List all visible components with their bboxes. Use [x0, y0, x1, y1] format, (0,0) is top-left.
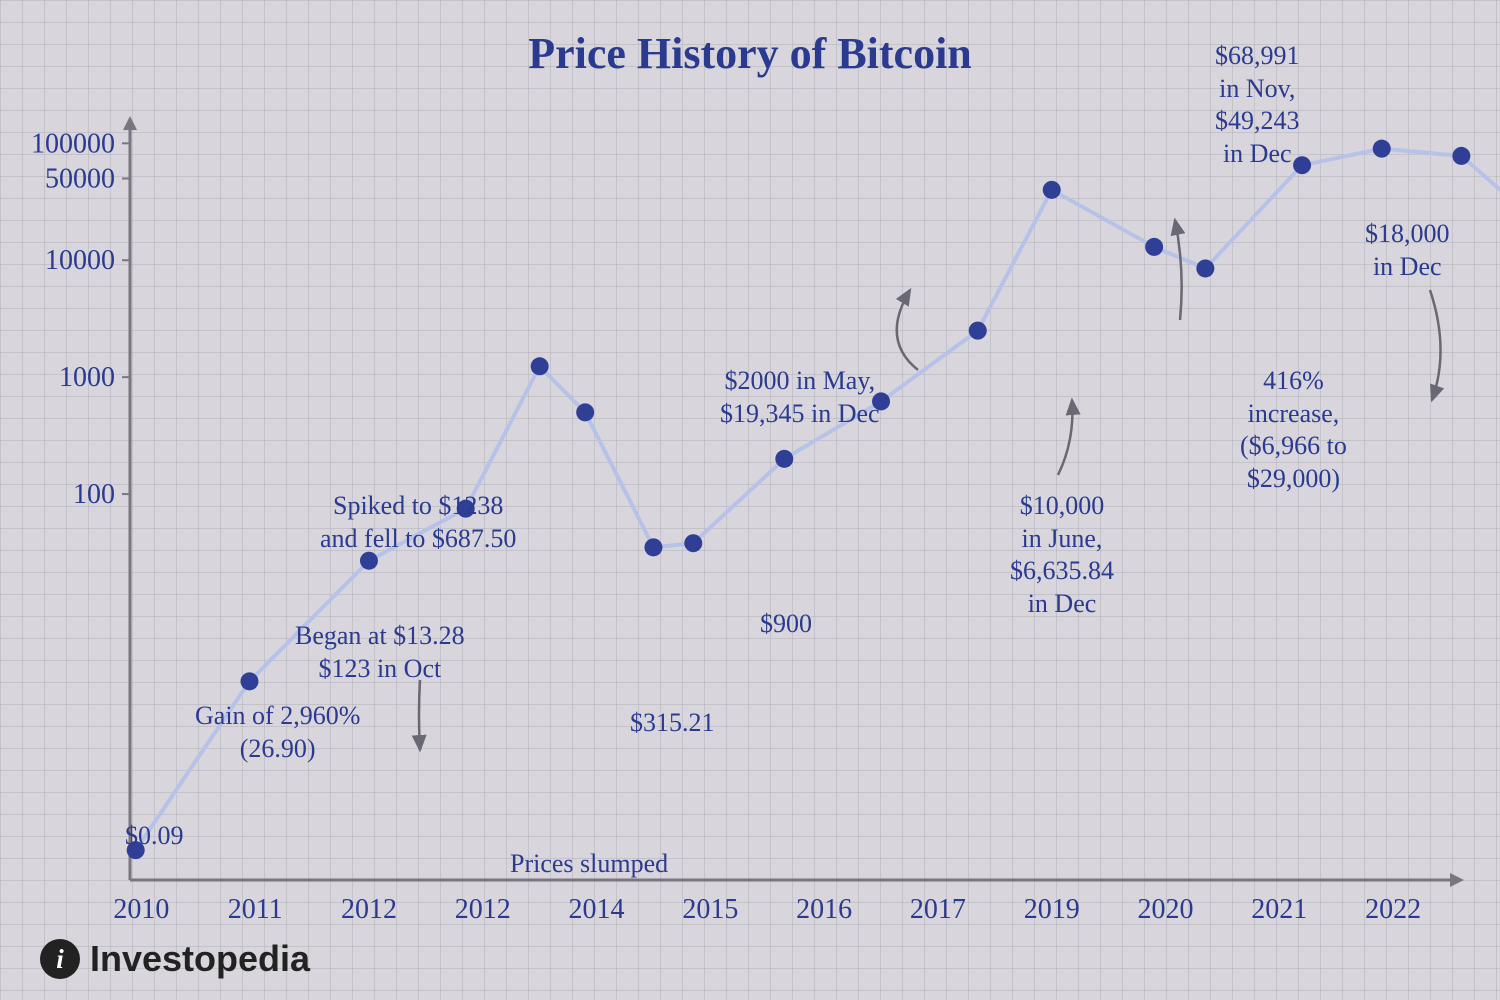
svg-text:2020: 2020 — [1138, 894, 1194, 925]
annotation-label: $315.21 — [630, 707, 715, 740]
annotation-label: $2000 in May, $19,345 in Dec — [720, 365, 880, 430]
svg-text:2019: 2019 — [1024, 894, 1080, 925]
svg-text:100: 100 — [73, 479, 115, 510]
annotation-label: $900 — [760, 608, 812, 641]
brand-logo-icon: i — [40, 939, 80, 979]
svg-text:2015: 2015 — [682, 894, 738, 925]
svg-text:2010: 2010 — [113, 894, 169, 925]
svg-text:1000: 1000 — [59, 362, 115, 393]
svg-text:2016: 2016 — [796, 894, 852, 925]
svg-text:2014: 2014 — [569, 894, 625, 925]
footer: i Investopedia — [40, 938, 310, 980]
annotation-label: $0.09 — [125, 820, 184, 853]
annotation-label: Began at $13.28 $123 in Oct — [295, 620, 465, 685]
annotation-label: Gain of 2,960% (26.90) — [195, 700, 360, 765]
svg-text:2017: 2017 — [910, 894, 966, 925]
svg-text:2022: 2022 — [1365, 894, 1421, 925]
svg-text:2021: 2021 — [1251, 894, 1307, 925]
brand-name: Investopedia — [90, 938, 310, 980]
annotation-label: $68,991 in Nov, $49,243 in Dec — [1215, 40, 1300, 170]
svg-text:100000: 100000 — [31, 128, 115, 159]
annotation-label: Prices slumped — [510, 848, 668, 881]
annotation-label: 416% increase, ($6,966 to $29,000) — [1240, 365, 1347, 495]
svg-text:50000: 50000 — [45, 164, 115, 195]
svg-text:2011: 2011 — [228, 894, 283, 925]
annotation-label: $10,000 in June, $6,635.84 in Dec — [1010, 490, 1114, 620]
svg-text:10000: 10000 — [45, 245, 115, 276]
annotation-label: Spiked to $1238 and fell to $687.50 — [320, 490, 516, 555]
svg-text:2012: 2012 — [455, 894, 511, 925]
svg-text:2012: 2012 — [341, 894, 397, 925]
annotation-label: $18,000 in Dec — [1365, 218, 1450, 283]
